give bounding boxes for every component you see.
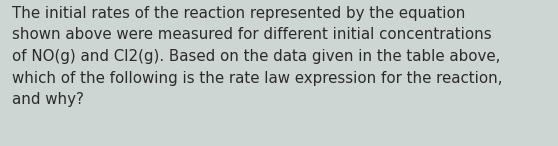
Text: The initial rates of the reaction represented by the equation
shown above were m: The initial rates of the reaction repres… bbox=[12, 6, 503, 107]
